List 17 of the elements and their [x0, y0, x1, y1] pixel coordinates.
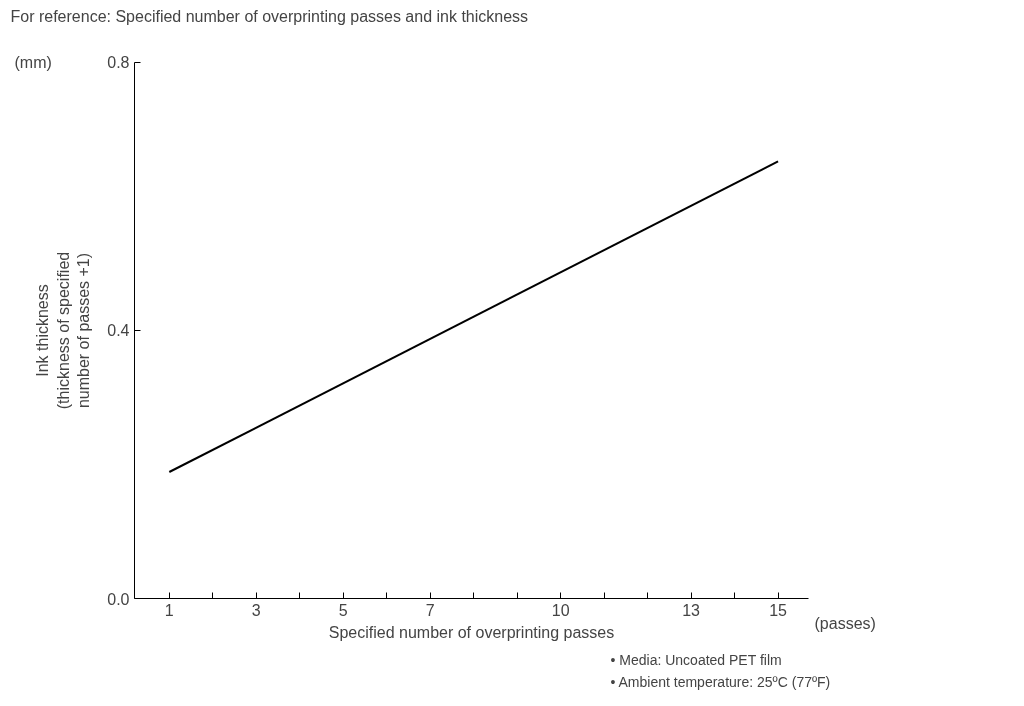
text: (passes) — [814, 614, 876, 632]
text: (mm) — [14, 53, 52, 71]
y-tick-label: 0.0 — [107, 590, 130, 608]
x-axis-title: Specified number of overprinting passes — [328, 623, 615, 641]
chart-title: For reference: Specified number of overprinting passes and ink thickness — [10, 7, 529, 25]
y-tick-label: 0.8 — [107, 54, 130, 72]
x-tick-label: 15 — [769, 601, 788, 619]
text: • Ambient temperature: 25ºC (77ºF) — [610, 674, 831, 691]
x-tick-label: 13 — [682, 601, 701, 619]
y-tick-label: 0.4 — [107, 322, 130, 340]
text: • Media: Uncoated PET film — [610, 651, 782, 668]
x-tick-label: 1 — [164, 601, 174, 619]
y-axis-title: Ink thickness (thickness of specified number of passes +1) — [34, 251, 93, 410]
x-tick-label: 5 — [338, 601, 348, 619]
x-tick-label: 10 — [551, 601, 570, 619]
x-tick-label: 7 — [425, 601, 435, 619]
x-tick-label: 3 — [251, 601, 261, 619]
